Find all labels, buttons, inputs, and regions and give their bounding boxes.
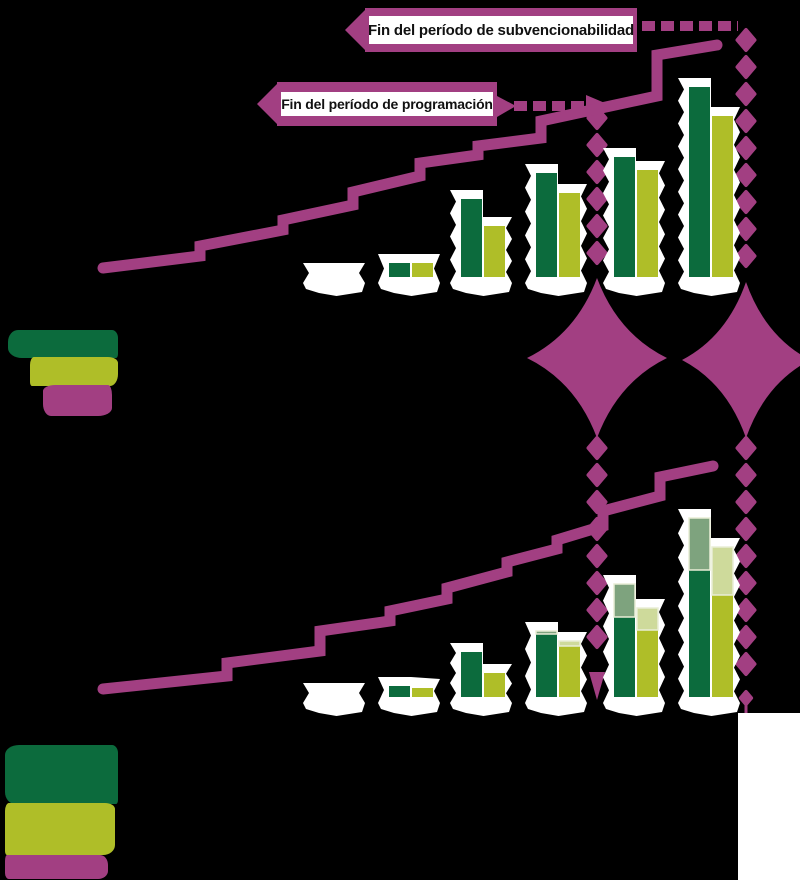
olive_stack-cap: [711, 546, 734, 596]
olive-bar: [559, 193, 580, 277]
marker-arrow-tip: [589, 672, 605, 700]
dotted-line-dot: [738, 690, 754, 706]
dotted-line-dot: [735, 217, 757, 241]
dotted-line-dot: [586, 625, 608, 649]
green_stack-bar: [689, 570, 710, 697]
dotted-line-dot: [735, 244, 757, 268]
dotted-line-dot: [735, 163, 757, 187]
legend-swatch-dark_green: [8, 330, 118, 358]
dotted-line-dot: [735, 109, 757, 133]
dotted-line-dot: [586, 571, 608, 595]
cumulative-line: [97, 39, 723, 274]
dotted-line-dot: [735, 571, 757, 595]
olive-bar: [412, 263, 433, 277]
dotted-line-dot: [735, 463, 757, 487]
marker-line-1: [682, 28, 800, 713]
dotted-line-dot: [586, 544, 608, 568]
dotted-line-dot: [735, 82, 757, 106]
eligibility-left-arrow-icon: [345, 10, 365, 50]
olive_stack-bar: [412, 688, 433, 697]
olive-bar: [712, 116, 733, 277]
dotted-line-dot: [586, 187, 608, 211]
dotted-line-dot: [735, 544, 757, 568]
top-chart: [97, 39, 740, 296]
green_stack-bar: [614, 617, 635, 697]
legend-swatch-purple: [5, 855, 108, 879]
olive-bar: [637, 170, 658, 277]
dotted-line-dot: [735, 598, 757, 622]
dotted-line-dot: [586, 436, 608, 460]
dotted-line-dot: [586, 214, 608, 238]
dotted-line-dot: [735, 436, 757, 460]
olive_stack-bar: [559, 646, 580, 697]
bottom-chart: [97, 460, 740, 716]
bar-backdrop: [303, 263, 365, 296]
dotted-line-dot: [735, 490, 757, 514]
dotted-line-dot: [735, 190, 757, 214]
eligibility-ribbon: Fin del período de subvencionabilidad: [365, 8, 637, 52]
green_stack-bar: [536, 634, 557, 697]
star-badge: [527, 278, 667, 438]
dotted-line-dot: [586, 160, 608, 184]
programming-left-arrow-icon: [257, 84, 277, 124]
dark_green-bar: [689, 87, 710, 277]
green_stack-cap: [688, 517, 711, 571]
olive_stack-cap: [636, 607, 659, 631]
dotted-line-dot: [586, 463, 608, 487]
green_stack-bar: [389, 686, 410, 697]
olive-bar: [484, 226, 505, 277]
cumulative-line: [97, 460, 719, 695]
green_stack-bar: [461, 652, 482, 697]
dotted-line-dot: [735, 28, 757, 52]
legend-swatch-dark_green: [5, 745, 118, 804]
dotted-line-dot: [735, 625, 757, 649]
dotted-line-dot: [586, 598, 608, 622]
note-box: [738, 713, 800, 880]
legend-swatch-purple: [43, 385, 112, 416]
dark_green-bar: [389, 263, 410, 277]
dark_green-bar: [614, 157, 635, 277]
legend-swatch-olive: [30, 357, 118, 386]
dotted-line-dot: [586, 241, 608, 265]
green_stack-cap: [613, 583, 636, 618]
olive_stack-bar: [637, 630, 658, 697]
legend-swatch-olive: [5, 803, 115, 855]
eligibility-label: Fin del período de subvencionabilidad: [368, 16, 634, 44]
programming-ribbon: Fin del período de programación: [277, 82, 497, 126]
dotted-line-dot: [735, 652, 757, 676]
programming-label: Fin del período de programación: [281, 92, 493, 116]
dotted-line-dot: [586, 133, 608, 157]
star-badge: [682, 282, 800, 438]
green_stack-cap: [535, 630, 558, 635]
dark_green-bar: [461, 199, 482, 277]
olive_stack-bar: [712, 595, 733, 697]
bar-backdrop: [303, 683, 365, 716]
programming-ribbon-tab-icon: [497, 96, 516, 117]
dark_green-bar: [536, 173, 557, 277]
olive_stack-bar: [484, 673, 505, 697]
dotted-line-dot: [735, 517, 757, 541]
olive_stack-cap: [558, 640, 581, 647]
dotted-line-dot: [735, 55, 757, 79]
dotted-line-dot: [735, 136, 757, 160]
